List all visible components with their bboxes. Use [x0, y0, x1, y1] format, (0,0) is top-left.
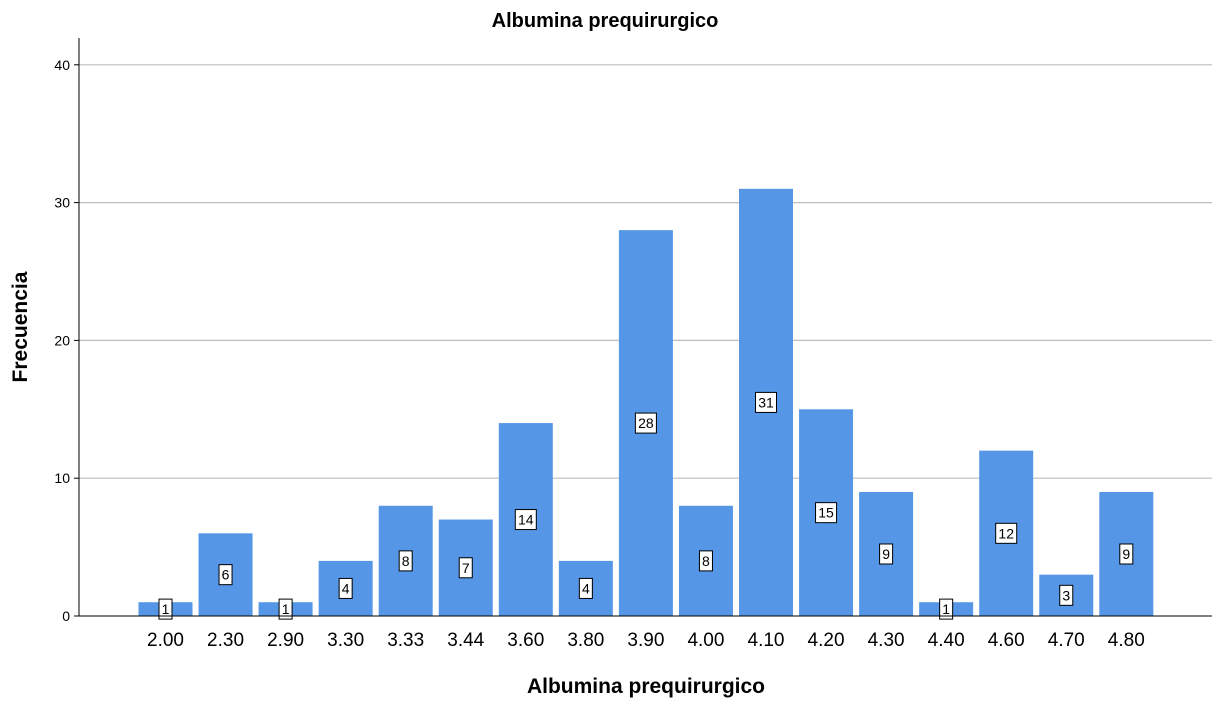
x-tick-label: 4.00 — [687, 630, 724, 651]
bars — [138, 188, 1154, 616]
data-label: 9 — [1122, 546, 1130, 562]
x-tick-label: 2.00 — [147, 630, 184, 651]
x-tick-label: 3.30 — [327, 630, 364, 651]
data-label-box — [458, 557, 473, 579]
x-tick-label: 4.20 — [808, 630, 845, 651]
data-label: 31 — [758, 394, 774, 410]
x-tick-label: 3.60 — [507, 630, 544, 651]
x-tick-label: 3.90 — [627, 630, 664, 651]
x-axis-title: Albumina prequirurgico — [527, 675, 765, 698]
data-label-box — [578, 577, 593, 599]
data-label: 7 — [462, 560, 470, 576]
data-label-box — [514, 509, 537, 531]
chart-title: Albumina prequirurgico — [492, 10, 719, 32]
data-label: 1 — [282, 601, 290, 617]
data-label: 9 — [882, 546, 890, 562]
x-tick-label: 4.30 — [868, 630, 905, 651]
data-label: 8 — [702, 553, 710, 569]
x-tick-label: 2.90 — [267, 630, 304, 651]
x-tick-label: 4.70 — [1048, 630, 1085, 651]
data-label: 4 — [342, 580, 350, 596]
y-tick-label: 20 — [54, 332, 70, 348]
data-label: 3 — [1062, 587, 1070, 603]
data-label-box — [634, 412, 657, 434]
x-tick-label: 3.44 — [447, 630, 484, 651]
data-label-box — [278, 598, 293, 620]
y-tick-label: 40 — [54, 57, 70, 73]
y-tick-label: 0 — [62, 608, 70, 624]
data-label-box — [815, 502, 838, 524]
data-label-box — [698, 550, 713, 572]
data-label: 14 — [518, 512, 534, 528]
data-label: 1 — [942, 601, 950, 617]
data-label-box — [879, 543, 894, 565]
x-tick-label: 4.40 — [928, 630, 965, 651]
data-label: 6 — [222, 567, 230, 583]
data-label-box — [755, 391, 777, 413]
x-tick-label: 4.10 — [748, 630, 785, 651]
y-tick-label: 30 — [54, 195, 70, 211]
y-tick-label: 10 — [54, 470, 70, 486]
data-label: 12 — [998, 525, 1014, 541]
data-label-box — [218, 564, 233, 586]
data-label: 4 — [582, 580, 590, 596]
x-tick-label: 3.33 — [387, 630, 424, 651]
y-axis-title: Frecuencia — [9, 271, 32, 382]
data-label-box — [398, 550, 413, 572]
x-tick-label: 2.30 — [207, 630, 244, 651]
x-tick-label: 4.60 — [988, 630, 1025, 651]
data-label: 15 — [818, 505, 834, 521]
data-label-box — [338, 577, 353, 599]
y-tick-labels: 0 10 20 30 40 — [54, 57, 79, 624]
x-tick-labels: 2.00 2.30 2.90 3.30 3.33 3.44 3.60 3.80 3.90 4.00… — [147, 630, 1145, 651]
x-tick-label: 3.80 — [567, 630, 604, 651]
data-label: 1 — [162, 601, 170, 617]
data-label: 8 — [402, 553, 410, 569]
data-label-box — [995, 522, 1018, 544]
data-label-box — [1119, 543, 1134, 565]
data-label-box — [1059, 584, 1074, 606]
data-label-box — [939, 598, 954, 620]
x-tick-label: 4.80 — [1108, 630, 1145, 651]
data-label: 28 — [638, 415, 654, 431]
data-label-box — [158, 598, 173, 620]
